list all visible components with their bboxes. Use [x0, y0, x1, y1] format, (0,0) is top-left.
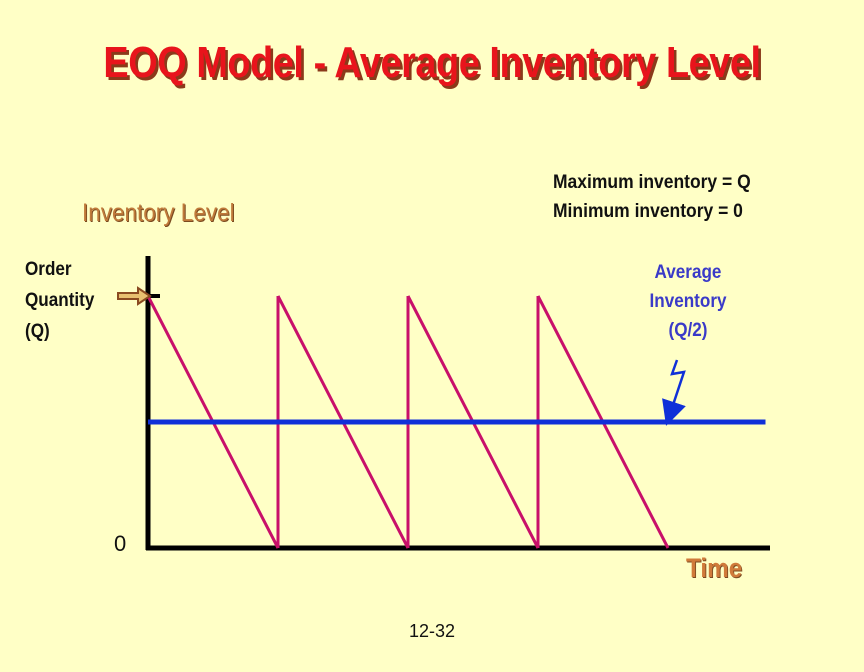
y-axis-label: Inventory Level: [82, 199, 235, 227]
order-quantity-line-3: (Q): [25, 321, 50, 342]
average-inventory-line-3: (Q/2): [668, 320, 708, 341]
order-quantity-arrow: [117, 286, 152, 306]
order-quantity-label: Order Quantity (Q): [25, 254, 115, 347]
slide-title: EOQ Model - Average Inventory Level: [103, 38, 761, 87]
average-inventory-label: Average Inventory (Q/2): [616, 258, 760, 345]
slide-number: 12-32: [408, 621, 456, 641]
min-inventory-note: Minimum inventory = 0: [553, 201, 743, 222]
average-inventory-pointer: [662, 359, 686, 426]
average-inventory-line-1: Average: [654, 262, 722, 283]
y-tick-zero: 0: [114, 531, 127, 556]
max-inventory-note: Maximum inventory = Q: [553, 172, 751, 193]
average-inventory-line-2: Inventory: [649, 291, 727, 312]
order-quantity-line-1: Order: [25, 259, 72, 280]
inventory-notes: Maximum inventory = Q Minimum inventory …: [553, 168, 751, 226]
x-axis-label: Time: [686, 553, 743, 583]
order-quantity-line-2: Quantity: [25, 290, 95, 311]
